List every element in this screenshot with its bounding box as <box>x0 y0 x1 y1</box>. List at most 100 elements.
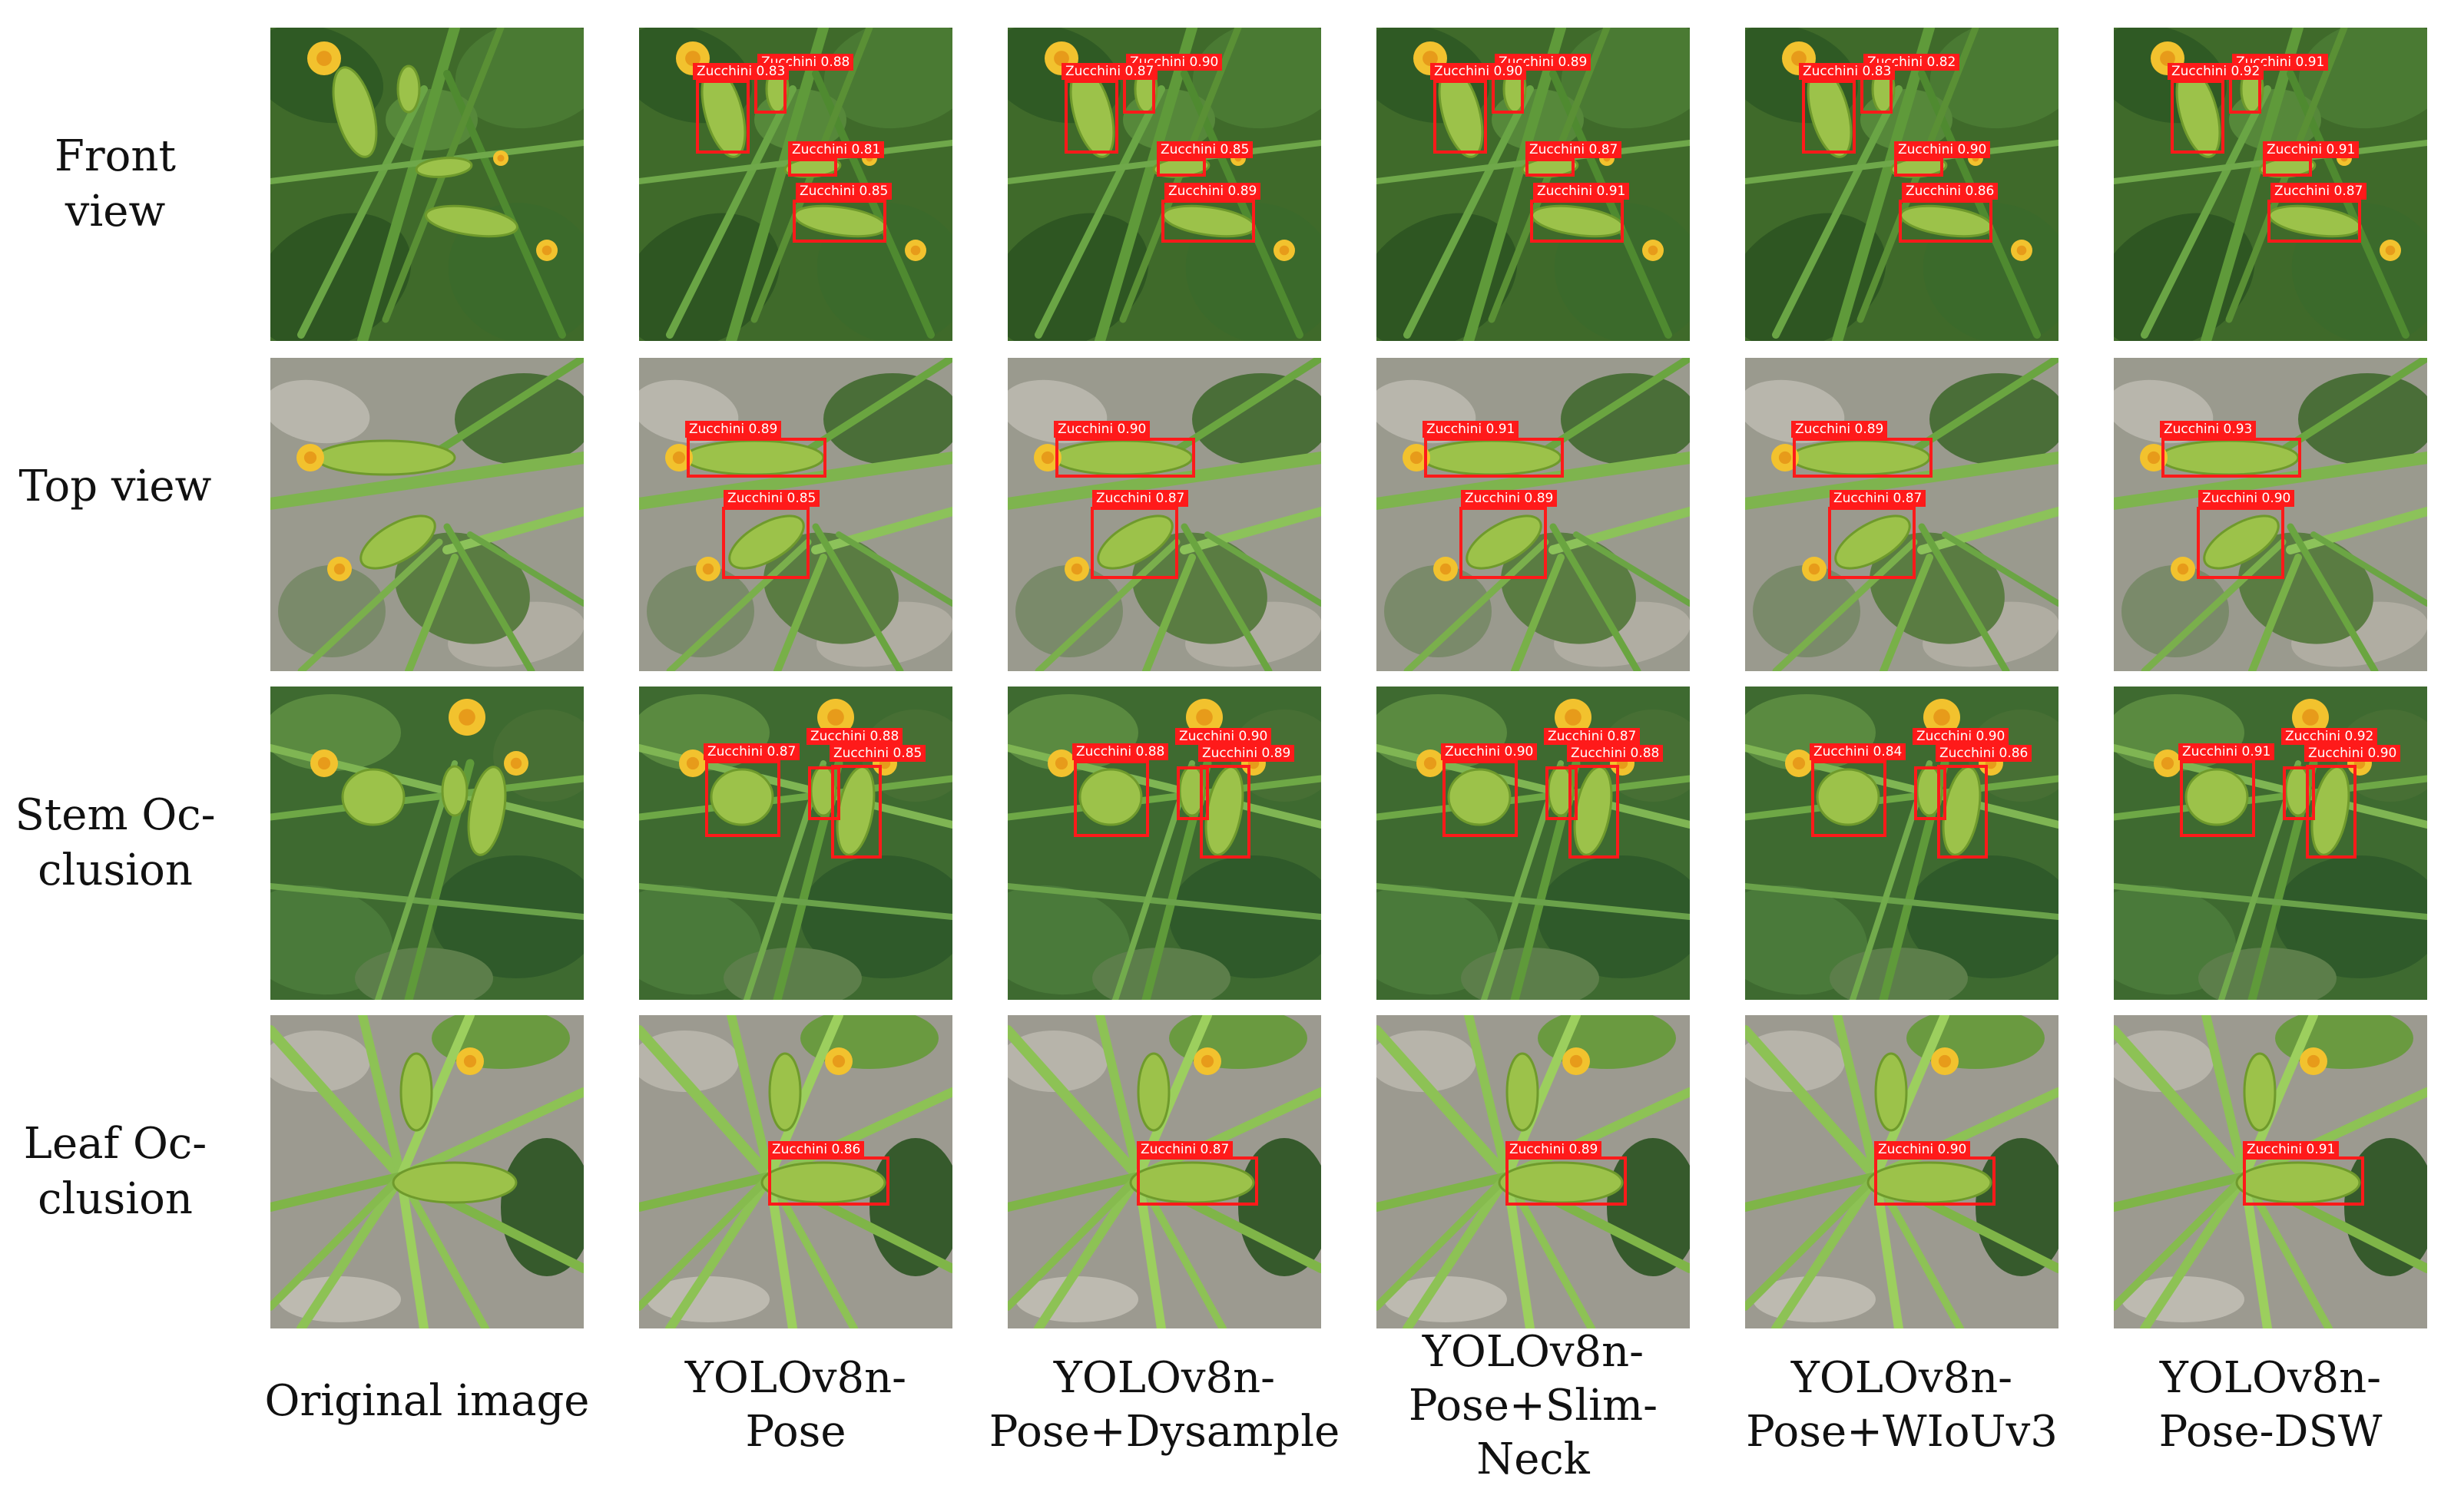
detection-label: Zucchini 0.90 <box>2198 490 2295 507</box>
detection-label: Zucchini 0.89 <box>1198 745 1295 762</box>
detection-label: Zucchini 0.89 <box>685 421 782 438</box>
tile-stem-wiou: Zucchini 0.90 Zucchini 0.84 Zucchini 0.86 <box>1745 687 2058 1000</box>
tile-leaf-wiou: Zucchini 0.90 <box>1745 1015 2058 1328</box>
photo-image <box>1008 358 1321 671</box>
photo-image <box>270 28 584 341</box>
detection-label: Zucchini 0.87 <box>1525 141 1622 158</box>
detection-label: Zucchini 0.85 <box>796 183 893 200</box>
detection-label: Zucchini 0.89 <box>1461 490 1558 507</box>
detection-box <box>2283 766 2315 820</box>
detection-label: Zucchini 0.91 <box>2263 141 2360 158</box>
tile-leaf-dysample: Zucchini 0.87 <box>1008 1015 1321 1328</box>
tile-leaf-slimneck: Zucchini 0.89 <box>1376 1015 1690 1328</box>
photo-image <box>1376 1015 1690 1328</box>
detection-label: Zucchini 0.90 <box>1913 728 2009 745</box>
detection-label: Zucchini 0.87 <box>1062 63 1158 80</box>
tile-stem-slimneck: Zucchini 0.87 Zucchini 0.90 Zucchini 0.88 <box>1376 687 1690 1000</box>
detection-box <box>1091 507 1178 579</box>
detection-box <box>1424 438 1564 478</box>
detection-box <box>2263 158 2312 177</box>
tile-front-dsw: Zucchini 0.91 Zucchini 0.92 Zucchini 0.91 Z… <box>2114 28 2427 341</box>
detection-box <box>2161 438 2301 478</box>
detection-label: Zucchini 0.88 <box>1567 745 1664 762</box>
detection-box <box>788 158 837 177</box>
detection-box <box>1828 507 1916 579</box>
detection-box <box>1505 1156 1627 1206</box>
detection-box <box>1530 200 1624 243</box>
photo-image <box>2114 358 2427 671</box>
photo-image <box>2114 28 2427 341</box>
detection-label: Zucchini 0.86 <box>1902 183 1999 200</box>
tile-front-dysample: Zucchini 0.90 Zucchini 0.87 Zucchini 0.85 Z… <box>1008 28 1321 341</box>
detection-label: Zucchini 0.86 <box>1936 745 2032 762</box>
detection-box <box>1161 200 1255 243</box>
detection-box <box>1200 765 1250 859</box>
detection-label: Zucchini 0.87 <box>1544 728 1641 745</box>
detection-box <box>2171 80 2224 154</box>
detection-box <box>1157 158 1206 177</box>
detection-box <box>2267 200 2361 243</box>
detection-box <box>1802 80 1856 154</box>
column-label-slimneck: YOLOv8n- Pose+Slim- Neck <box>1408 1327 1658 1484</box>
detection-box <box>1899 200 1992 243</box>
detection-label: Zucchini 0.90 <box>1874 1141 1971 1158</box>
tile-front-pose: Zucchini 0.88 Zucchini 0.83 Zucchini 0.81 Z… <box>639 28 952 341</box>
tile-leaf-dsw: Zucchini 0.91 <box>2114 1015 2427 1328</box>
detection-box <box>2306 765 2357 859</box>
detection-label: Zucchini 0.90 <box>1894 141 1991 158</box>
detection-box <box>1894 158 1943 177</box>
detection-label: Zucchini 0.83 <box>693 63 790 80</box>
detection-box <box>1937 765 1988 859</box>
photo-image <box>1745 687 2058 1000</box>
detection-label: Zucchini 0.87 <box>704 743 800 760</box>
row-label-leaf: Leaf Oc-clusion <box>23 1119 207 1224</box>
detection-label: Zucchini 0.93 <box>2160 421 2257 438</box>
detection-label: Zucchini 0.90 <box>1441 743 1538 760</box>
detection-label: Zucchini 0.81 <box>788 141 885 158</box>
row-label-front: Front view <box>55 131 176 237</box>
detection-label: Zucchini 0.87 <box>1137 1141 1234 1158</box>
detection-label: Zucchini 0.88 <box>806 728 903 745</box>
photo-image <box>270 358 584 671</box>
tile-stem-dysample: Zucchini 0.90 Zucchini 0.88 Zucchini 0.89 <box>1008 687 1321 1000</box>
detection-label: Zucchini 0.89 <box>1505 1141 1602 1158</box>
detection-box <box>831 765 882 859</box>
photo-image <box>1008 687 1321 1000</box>
photo-image <box>1008 1015 1321 1328</box>
row-label-stem: Stem Oc-clusion <box>15 790 216 895</box>
photo-image <box>270 1015 584 1328</box>
detection-box <box>1442 760 1518 837</box>
detection-box <box>1793 438 1933 478</box>
detection-box <box>2197 507 2284 579</box>
tile-top-dsw: Zucchini 0.93 Zucchini 0.90 <box>2114 358 2427 671</box>
detection-box <box>768 1156 889 1206</box>
tile-front-slimneck: Zucchini 0.89 Zucchini 0.90 Zucchini 0.87 Z… <box>1376 28 1690 341</box>
detection-box <box>2180 760 2255 837</box>
photo-image <box>1745 1015 2058 1328</box>
detection-label: Zucchini 0.89 <box>1164 183 1261 200</box>
detection-label: Zucchini 0.87 <box>2270 183 2367 200</box>
photo-image <box>639 1015 952 1328</box>
detection-label: Zucchini 0.85 <box>830 745 926 762</box>
detection-label: Zucchini 0.91 <box>1533 183 1630 200</box>
detection-label: Zucchini 0.86 <box>768 1141 865 1158</box>
detection-box <box>808 766 840 820</box>
detection-box <box>1811 760 1886 837</box>
tile-top-original <box>270 358 584 671</box>
photo-image <box>1376 358 1690 671</box>
column-label-wiou: YOLOv8n- Pose+WIoUv3 <box>1746 1353 2058 1457</box>
tile-top-pose: Zucchini 0.89 Zucchini 0.85 <box>639 358 952 671</box>
detection-label: Zucchini 0.83 <box>1799 63 1896 80</box>
tile-front-original <box>270 28 584 341</box>
detection-box <box>1177 766 1209 820</box>
detection-box <box>696 80 750 154</box>
detection-box <box>1065 80 1118 154</box>
photo-image <box>2114 687 2427 1000</box>
detection-box <box>1137 1156 1258 1206</box>
tile-top-dysample: Zucchini 0.90 Zucchini 0.87 <box>1008 358 1321 671</box>
detection-label: Zucchini 0.84 <box>1810 743 1906 760</box>
row-label-top: Top view <box>18 462 212 511</box>
detection-label: Zucchini 0.90 <box>2304 745 2401 762</box>
column-label-dsw: YOLOv8n- Pose-DSW <box>2158 1353 2383 1457</box>
detection-label: Zucchini 0.90 <box>1054 421 1151 438</box>
